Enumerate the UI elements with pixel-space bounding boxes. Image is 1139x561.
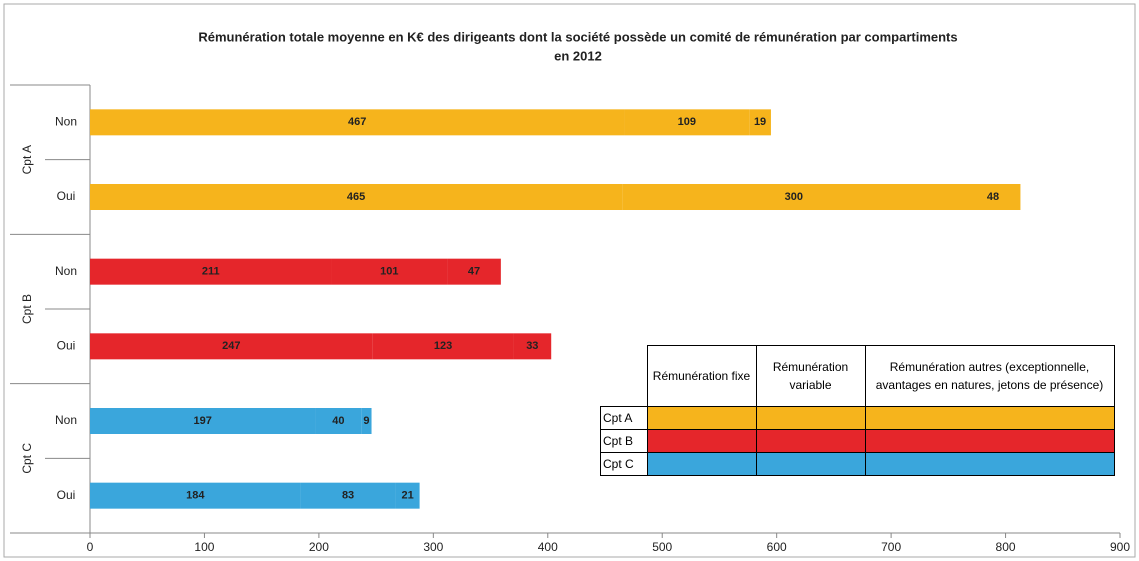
y-tick-label: Oui bbox=[57, 488, 76, 502]
group-label: Cpt A bbox=[20, 145, 34, 174]
group-label: Cpt C bbox=[20, 443, 34, 474]
bar-segment bbox=[300, 482, 396, 509]
data-label: 123 bbox=[434, 340, 452, 352]
data-label: 21 bbox=[401, 490, 413, 502]
data-label: 197 bbox=[194, 415, 212, 427]
legend-corner bbox=[600, 345, 648, 407]
bar-segment bbox=[372, 333, 514, 360]
y-tick-label: Non bbox=[55, 264, 77, 278]
data-label: 40 bbox=[332, 415, 344, 427]
legend-swatch bbox=[864, 429, 1115, 453]
legend-row: Cpt B bbox=[600, 429, 1115, 453]
bar-segment bbox=[90, 408, 316, 434]
chart-border bbox=[3, 3, 1136, 558]
x-tick-label: 300 bbox=[423, 540, 443, 554]
legend-swatch bbox=[755, 429, 866, 453]
legend: Rémunération fixe Rémunération variable … bbox=[600, 345, 1115, 476]
data-label: 467 bbox=[348, 116, 366, 128]
chart-title: Rémunération totale moyenne en K€ des di… bbox=[198, 29, 957, 44]
data-label: 109 bbox=[678, 116, 696, 128]
bar-segment bbox=[90, 109, 625, 136]
bar-segment bbox=[90, 482, 301, 509]
data-label: 101 bbox=[380, 266, 398, 278]
data-label: 465 bbox=[347, 191, 365, 203]
legend-swatch bbox=[864, 452, 1115, 476]
bar-segment bbox=[90, 333, 373, 360]
bar-segment bbox=[90, 184, 623, 210]
data-label: 211 bbox=[202, 266, 220, 278]
legend-row: Cpt C bbox=[600, 452, 1115, 476]
legend-swatch bbox=[646, 429, 757, 453]
legend-label: Cpt B bbox=[600, 429, 648, 453]
bar-segment bbox=[965, 184, 1021, 210]
legend-row: Cpt A bbox=[600, 406, 1115, 430]
bar-segment bbox=[749, 109, 771, 136]
legend-swatch bbox=[864, 406, 1115, 430]
bar-segment bbox=[90, 258, 332, 285]
group-label: Cpt B bbox=[20, 294, 34, 324]
legend-swatch bbox=[755, 452, 866, 476]
y-tick-label: Non bbox=[55, 115, 77, 129]
data-label: 247 bbox=[222, 340, 240, 352]
legend-label: Cpt C bbox=[600, 452, 648, 476]
x-tick-label: 900 bbox=[1110, 540, 1130, 554]
bar-segment bbox=[447, 258, 501, 285]
x-tick-label: 0 bbox=[87, 540, 94, 554]
legend-swatch bbox=[646, 452, 757, 476]
bar-segment bbox=[624, 109, 750, 136]
data-label: 33 bbox=[526, 340, 538, 352]
x-tick-label: 500 bbox=[652, 540, 672, 554]
data-label: 184 bbox=[186, 490, 205, 502]
data-label: 9 bbox=[363, 415, 369, 427]
data-label: 19 bbox=[754, 116, 766, 128]
legend-swatch bbox=[646, 406, 757, 430]
chart-title: en 2012 bbox=[554, 48, 602, 63]
data-label: 47 bbox=[468, 266, 480, 278]
x-tick-label: 700 bbox=[881, 540, 901, 554]
data-label: 300 bbox=[785, 191, 803, 203]
y-tick-label: Oui bbox=[57, 339, 76, 353]
bar-segment bbox=[622, 184, 966, 210]
data-label: 48 bbox=[987, 191, 999, 203]
x-tick-label: 100 bbox=[194, 540, 214, 554]
x-tick-label: 800 bbox=[996, 540, 1016, 554]
legend-swatch bbox=[755, 406, 866, 430]
x-tick-label: 400 bbox=[538, 540, 558, 554]
data-label: 83 bbox=[342, 490, 354, 502]
x-tick-label: 600 bbox=[767, 540, 787, 554]
legend-header: Rémunération variable bbox=[755, 345, 866, 407]
bar-segment bbox=[331, 258, 448, 285]
y-tick-label: Non bbox=[55, 413, 77, 427]
bar-segment bbox=[395, 482, 420, 509]
legend-label: Cpt A bbox=[600, 406, 648, 430]
x-tick-label: 200 bbox=[309, 540, 329, 554]
bar-segment bbox=[513, 333, 552, 360]
legend-header: Rémunération autres (exceptionnelle, ava… bbox=[864, 345, 1115, 407]
bar-segment bbox=[361, 408, 372, 434]
bar-segment bbox=[315, 408, 362, 434]
legend-header: Rémunération fixe bbox=[646, 345, 757, 407]
y-tick-label: Oui bbox=[57, 189, 76, 203]
